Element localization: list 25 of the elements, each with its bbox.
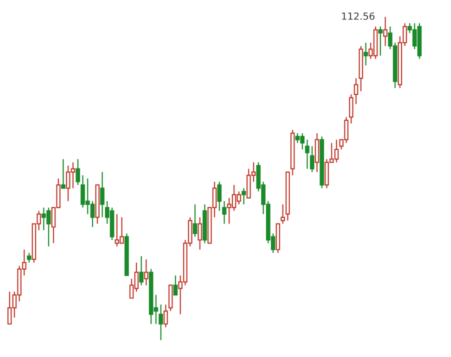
- candlestick: [164, 304, 168, 328]
- candlestick: [192, 204, 198, 238]
- candlestick: [26, 252, 32, 264]
- candlestick: [364, 42, 368, 66]
- candlestick: [168, 284, 173, 312]
- candlestick: [348, 94, 354, 124]
- candlestick: [222, 200, 226, 224]
- candlestick: [61, 158, 66, 189]
- candlestick: [310, 146, 314, 173]
- candlestick: [144, 258, 148, 286]
- candlestick: [383, 16, 388, 46]
- candlestick: [173, 274, 178, 296]
- candlestick: [76, 158, 80, 186]
- candlestick: [217, 181, 222, 212]
- candlestick: [242, 188, 246, 205]
- candlestick: [100, 171, 104, 218]
- candlestick: [314, 132, 320, 173]
- candlestick: [378, 26, 383, 56]
- candlestick: [354, 78, 358, 105]
- candlestick: [305, 139, 310, 170]
- annotation: 112.56: [342, 12, 374, 20]
- candlestick: [198, 216, 202, 250]
- candlestick: [139, 256, 144, 286]
- candlestick: [280, 204, 285, 224]
- candlestick: [158, 304, 164, 341]
